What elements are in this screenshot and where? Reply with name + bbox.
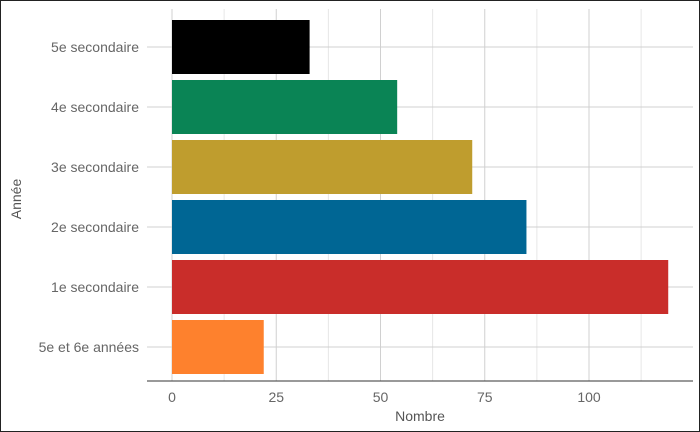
y-tick-label: 1e secondaire [51, 279, 139, 295]
y-tick-label: 4e secondaire [51, 99, 139, 115]
bar-5 [172, 20, 310, 74]
y-axis-title: Année [8, 179, 24, 220]
bar-0 [172, 320, 264, 374]
tick-labels: 5e et 6e années 1e secondaire 2e secondair… [39, 39, 601, 405]
bar-1 [172, 260, 669, 314]
y-tick-label: 5e secondaire [51, 39, 139, 55]
bar-2 [172, 200, 527, 254]
bar-4 [172, 80, 398, 134]
x-tick-label: 75 [477, 389, 493, 405]
x-tick-label: 0 [168, 389, 176, 405]
bar-3 [172, 140, 473, 194]
x-axis-title: Nombre [395, 408, 445, 424]
y-tick-label: 3e secondaire [51, 159, 139, 175]
bars [172, 20, 669, 374]
y-tick-label: 5e et 6e années [39, 339, 139, 355]
y-tick-label: 2e secondaire [51, 219, 139, 235]
x-tick-label: 50 [373, 389, 389, 405]
x-tick-label: 100 [577, 389, 601, 405]
x-tick-label: 25 [268, 389, 284, 405]
